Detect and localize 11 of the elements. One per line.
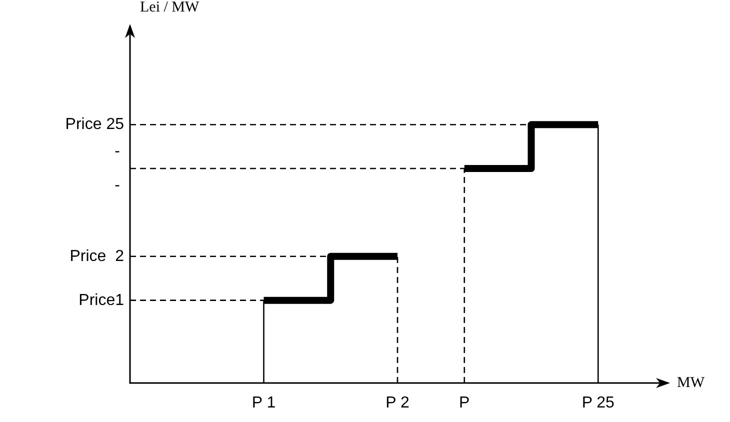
- x-tick-label: P: [459, 394, 470, 412]
- ref-line-label: Price1: [78, 292, 124, 309]
- x-tick-label: P 25: [582, 394, 615, 412]
- ref-line-label: Price 25: [65, 116, 124, 134]
- x-axis-title: MW: [677, 375, 706, 391]
- x-tick-label: P 2: [386, 394, 410, 412]
- x-tick-label: P 1: [252, 394, 276, 412]
- ref-line-label: Price 2: [70, 248, 124, 265]
- text: -: [114, 143, 120, 160]
- y-axis-title: Lei / MW: [140, 0, 200, 16]
- text: -: [114, 177, 120, 194]
